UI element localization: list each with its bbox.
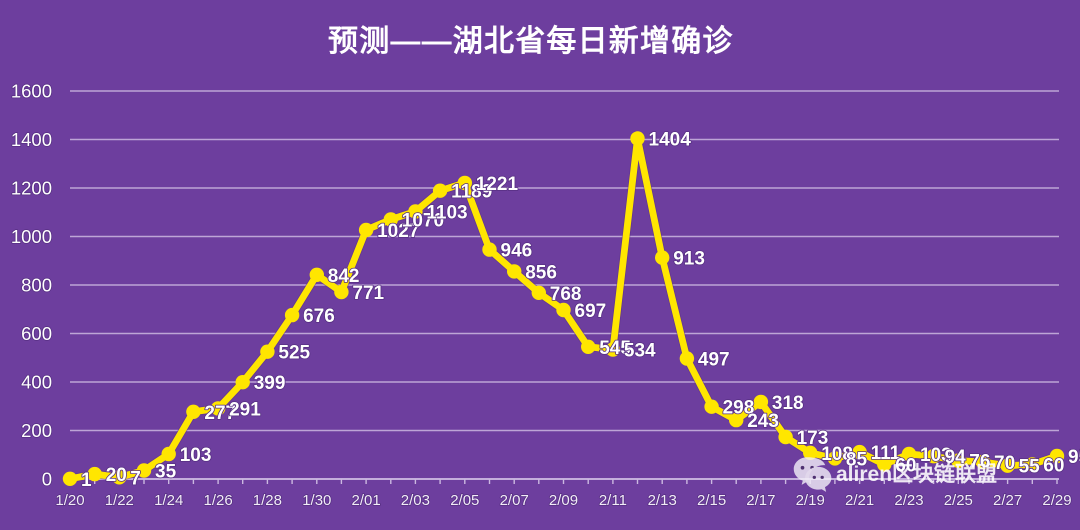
svg-text:946: 946	[501, 241, 533, 262]
svg-text:399: 399	[254, 373, 286, 394]
svg-text:1000: 1000	[11, 226, 52, 247]
svg-text:2/21: 2/21	[845, 492, 874, 509]
svg-text:400: 400	[21, 372, 52, 393]
svg-text:1404: 1404	[649, 130, 692, 151]
svg-text:676: 676	[303, 306, 335, 327]
svg-text:2/05: 2/05	[450, 492, 479, 509]
svg-text:1/22: 1/22	[105, 492, 134, 509]
svg-text:2/03: 2/03	[401, 492, 430, 509]
svg-text:1: 1	[81, 470, 92, 491]
svg-text:1/20: 1/20	[55, 492, 84, 509]
svg-text:2/11: 2/11	[599, 492, 627, 509]
svg-text:913: 913	[673, 249, 705, 270]
svg-text:856: 856	[525, 262, 557, 283]
svg-text:1/30: 1/30	[302, 492, 331, 509]
svg-text:200: 200	[21, 420, 52, 441]
svg-text:243: 243	[747, 411, 779, 432]
svg-text:2/07: 2/07	[500, 492, 529, 509]
svg-text:1/28: 1/28	[253, 492, 282, 509]
svg-text:2/09: 2/09	[549, 492, 578, 509]
svg-text:291: 291	[229, 399, 261, 420]
svg-text:2/29: 2/29	[1042, 492, 1071, 509]
svg-text:2/13: 2/13	[648, 492, 677, 509]
svg-text:1103: 1103	[426, 203, 467, 224]
svg-text:1/24: 1/24	[154, 492, 183, 509]
svg-text:20: 20	[106, 465, 127, 486]
svg-text:525: 525	[278, 343, 310, 364]
svg-text:497: 497	[698, 350, 730, 371]
svg-text:800: 800	[21, 275, 52, 296]
svg-text:2/17: 2/17	[746, 492, 775, 509]
svg-text:1600: 1600	[11, 81, 52, 102]
svg-text:1/26: 1/26	[203, 492, 232, 509]
svg-text:534: 534	[624, 341, 656, 362]
svg-text:103: 103	[180, 445, 212, 466]
svg-text:600: 600	[21, 323, 52, 344]
svg-text:35: 35	[155, 462, 177, 483]
svg-text:2/15: 2/15	[697, 492, 726, 509]
svg-text:2/19: 2/19	[796, 492, 825, 509]
svg-text:697: 697	[575, 301, 607, 322]
svg-text:318: 318	[772, 393, 804, 414]
svg-text:1200: 1200	[11, 178, 52, 199]
svg-text:7: 7	[130, 468, 141, 489]
svg-text:1221: 1221	[476, 174, 519, 195]
svg-text:2/23: 2/23	[894, 492, 923, 509]
svg-text:2/25: 2/25	[944, 492, 973, 509]
svg-text:2/01: 2/01	[351, 492, 380, 509]
svg-text:1400: 1400	[11, 129, 52, 150]
svg-text:2/27: 2/27	[993, 492, 1022, 509]
svg-text:0: 0	[42, 469, 52, 490]
svg-text:771: 771	[352, 283, 384, 304]
